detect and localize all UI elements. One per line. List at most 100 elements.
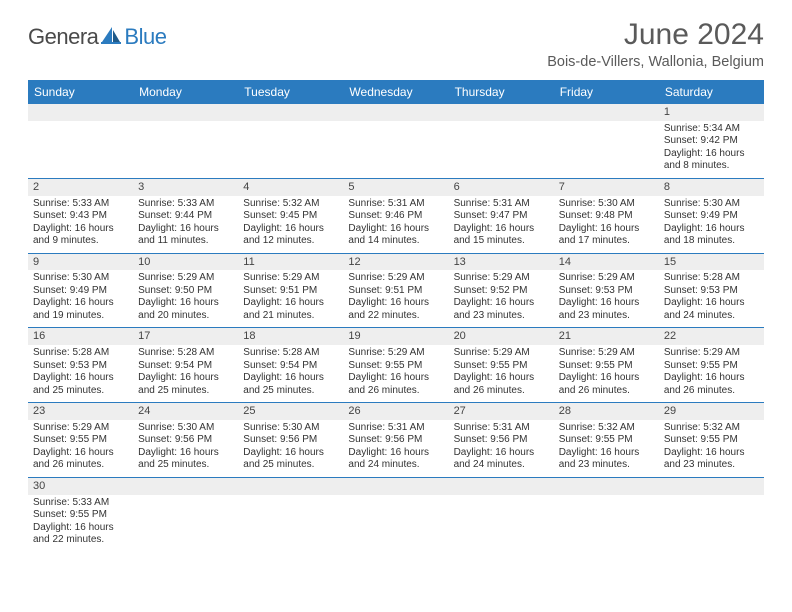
day-info-line: Sunset: 9:56 PM <box>348 434 443 447</box>
day-cell <box>238 121 343 179</box>
week-daynum-row: 1 <box>28 104 764 121</box>
day-info-line: Daylight: 16 hours <box>348 223 443 236</box>
day-cell: Sunrise: 5:32 AMSunset: 9:45 PMDaylight:… <box>238 196 343 254</box>
day-info-line: Sunrise: 5:29 AM <box>243 272 338 285</box>
day-cell: Sunrise: 5:29 AMSunset: 9:55 PMDaylight:… <box>659 345 764 403</box>
week-daynum-row: 30 <box>28 477 764 494</box>
day-number: 30 <box>28 477 133 494</box>
day-cell: Sunrise: 5:31 AMSunset: 9:56 PMDaylight:… <box>343 420 448 478</box>
day-info-line: and 25 minutes. <box>138 459 233 472</box>
day-info-line: Sunrise: 5:31 AM <box>454 422 549 435</box>
day-info-line: Sunset: 9:55 PM <box>33 434 128 447</box>
day-info-line: Daylight: 16 hours <box>454 223 549 236</box>
logo-text-general: Genera <box>28 24 98 50</box>
day-cell <box>554 121 659 179</box>
day-info-line: Sunrise: 5:29 AM <box>664 347 759 360</box>
day-cell: Sunrise: 5:29 AMSunset: 9:52 PMDaylight:… <box>449 270 554 328</box>
day-info-line: Daylight: 16 hours <box>33 372 128 385</box>
day-header: Saturday <box>659 80 764 104</box>
day-info-line: Sunrise: 5:28 AM <box>33 347 128 360</box>
day-info-line: Daylight: 16 hours <box>348 372 443 385</box>
title-block: June 2024 Bois-de-Villers, Wallonia, Bel… <box>547 18 764 70</box>
day-info-line: and 24 minutes. <box>454 459 549 472</box>
day-info-line: Sunset: 9:56 PM <box>243 434 338 447</box>
day-info-line: Daylight: 16 hours <box>559 297 654 310</box>
day-info-line: and 22 minutes. <box>33 534 128 547</box>
day-info-line: Daylight: 16 hours <box>243 297 338 310</box>
day-info-line: Daylight: 16 hours <box>664 148 759 161</box>
week-content-row: Sunrise: 5:34 AMSunset: 9:42 PMDaylight:… <box>28 121 764 179</box>
day-number <box>238 477 343 494</box>
day-number: 11 <box>238 253 343 270</box>
day-number <box>343 104 448 121</box>
day-number <box>659 477 764 494</box>
day-info-line: and 23 minutes. <box>664 459 759 472</box>
week-daynum-row: 2345678 <box>28 178 764 195</box>
day-info-line: Daylight: 16 hours <box>348 297 443 310</box>
day-number: 14 <box>554 253 659 270</box>
day-info-line: Sunrise: 5:29 AM <box>454 347 549 360</box>
day-number <box>133 104 238 121</box>
day-cell <box>238 495 343 552</box>
month-title: June 2024 <box>547 18 764 52</box>
day-number: 8 <box>659 178 764 195</box>
day-info-line: and 23 minutes. <box>559 459 654 472</box>
day-info-line: Daylight: 16 hours <box>664 297 759 310</box>
week-content-row: Sunrise: 5:29 AMSunset: 9:55 PMDaylight:… <box>28 420 764 478</box>
day-number: 28 <box>554 403 659 420</box>
week-content-row: Sunrise: 5:28 AMSunset: 9:53 PMDaylight:… <box>28 345 764 403</box>
day-info-line: Sunset: 9:42 PM <box>664 135 759 148</box>
day-info-line: Sunset: 9:53 PM <box>559 285 654 298</box>
day-number <box>28 104 133 121</box>
day-info-line: Sunset: 9:53 PM <box>664 285 759 298</box>
day-number <box>449 104 554 121</box>
day-number: 25 <box>238 403 343 420</box>
day-info-line: Daylight: 16 hours <box>559 372 654 385</box>
week-daynum-row: 23242526272829 <box>28 403 764 420</box>
day-info-line: Sunrise: 5:29 AM <box>138 272 233 285</box>
day-cell: Sunrise: 5:28 AMSunset: 9:53 PMDaylight:… <box>659 270 764 328</box>
day-number: 22 <box>659 328 764 345</box>
day-info-line: and 23 minutes. <box>454 310 549 323</box>
day-info-line: Sunrise: 5:28 AM <box>664 272 759 285</box>
day-cell: Sunrise: 5:31 AMSunset: 9:47 PMDaylight:… <box>449 196 554 254</box>
day-info-line: and 25 minutes. <box>243 459 338 472</box>
day-number <box>554 477 659 494</box>
day-info-line: Daylight: 16 hours <box>454 372 549 385</box>
day-info-line: and 15 minutes. <box>454 235 549 248</box>
day-info-line: Sunset: 9:55 PM <box>559 360 654 373</box>
day-number: 19 <box>343 328 448 345</box>
day-number: 4 <box>238 178 343 195</box>
day-info-line: Sunset: 9:47 PM <box>454 210 549 223</box>
day-cell: Sunrise: 5:29 AMSunset: 9:55 PMDaylight:… <box>343 345 448 403</box>
day-cell: Sunrise: 5:29 AMSunset: 9:53 PMDaylight:… <box>554 270 659 328</box>
day-info-line: Sunrise: 5:28 AM <box>138 347 233 360</box>
day-number: 26 <box>343 403 448 420</box>
day-info-line: and 8 minutes. <box>664 160 759 173</box>
day-info-line: Sunset: 9:56 PM <box>138 434 233 447</box>
day-cell: Sunrise: 5:30 AMSunset: 9:56 PMDaylight:… <box>238 420 343 478</box>
day-cell: Sunrise: 5:29 AMSunset: 9:51 PMDaylight:… <box>343 270 448 328</box>
day-info-line: and 9 minutes. <box>33 235 128 248</box>
day-number: 27 <box>449 403 554 420</box>
day-info-line: Sunrise: 5:31 AM <box>454 198 549 211</box>
day-info-line: Sunrise: 5:34 AM <box>664 123 759 136</box>
day-info-line: and 14 minutes. <box>348 235 443 248</box>
day-number: 20 <box>449 328 554 345</box>
day-number: 6 <box>449 178 554 195</box>
day-info-line: and 26 minutes. <box>348 385 443 398</box>
day-number: 21 <box>554 328 659 345</box>
week-daynum-row: 9101112131415 <box>28 253 764 270</box>
day-info-line: Sunrise: 5:32 AM <box>243 198 338 211</box>
day-cell: Sunrise: 5:33 AMSunset: 9:43 PMDaylight:… <box>28 196 133 254</box>
header: Genera Blue June 2024 Bois-de-Villers, W… <box>28 18 764 70</box>
week-content-row: Sunrise: 5:30 AMSunset: 9:49 PMDaylight:… <box>28 270 764 328</box>
day-cell: Sunrise: 5:28 AMSunset: 9:54 PMDaylight:… <box>133 345 238 403</box>
day-info-line: Daylight: 16 hours <box>33 447 128 460</box>
day-number: 18 <box>238 328 343 345</box>
day-info-line: Sunset: 9:54 PM <box>138 360 233 373</box>
day-info-line: Sunset: 9:56 PM <box>454 434 549 447</box>
day-info-line: Daylight: 16 hours <box>454 447 549 460</box>
day-info-line: and 20 minutes. <box>138 310 233 323</box>
day-cell: Sunrise: 5:33 AMSunset: 9:44 PMDaylight:… <box>133 196 238 254</box>
